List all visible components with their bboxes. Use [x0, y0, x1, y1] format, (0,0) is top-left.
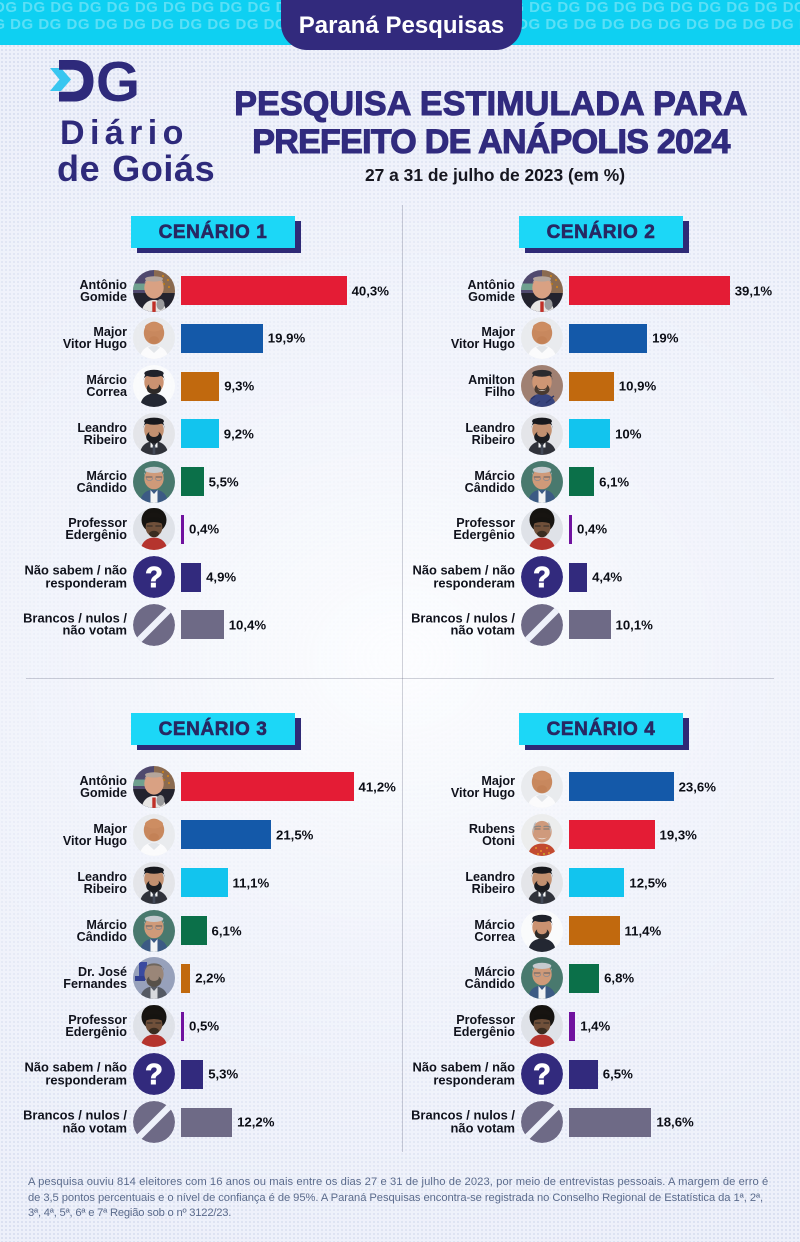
svg-text:?: ?	[533, 562, 551, 594]
svg-text:?: ?	[145, 562, 163, 594]
svg-text:?: ?	[533, 1059, 551, 1091]
svg-text:?: ?	[145, 1059, 163, 1091]
svg-text:G: G	[96, 60, 140, 102]
